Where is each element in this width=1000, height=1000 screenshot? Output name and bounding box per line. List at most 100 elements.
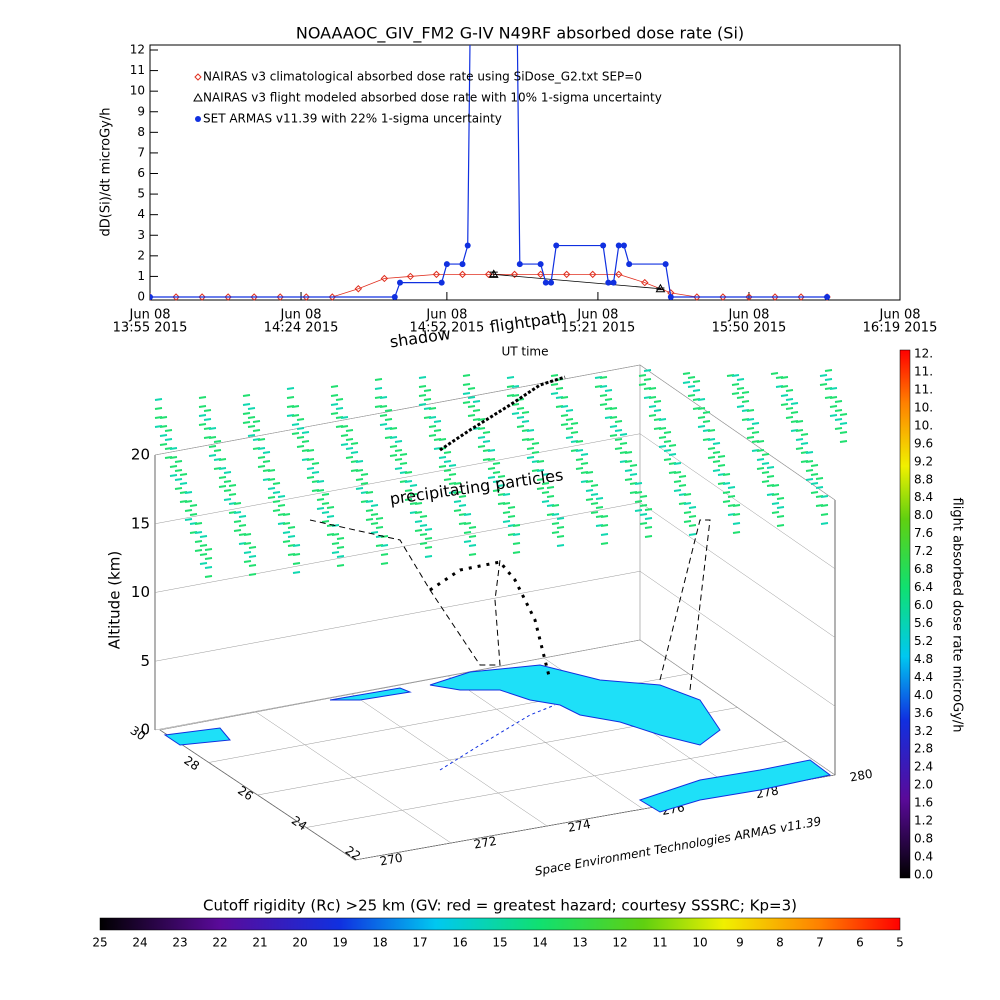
particle <box>668 453 677 456</box>
particle <box>174 469 183 472</box>
particle <box>414 502 423 505</box>
particle <box>448 464 457 467</box>
particle <box>502 493 511 496</box>
particle <box>614 438 623 441</box>
particle <box>511 412 520 415</box>
colorbar-ticks: 0.0 0.4 0.8 1.2 1.6 2.0 2.4 2.8 3.2 3.6 4.0 4.4 4.8 5… <box>92 347 933 950</box>
particle <box>468 535 477 538</box>
particle <box>834 400 843 403</box>
particle <box>536 487 545 490</box>
particle <box>277 504 286 507</box>
point <box>542 279 549 286</box>
particle <box>330 385 339 388</box>
dose-colorbar-tick: 7.6 <box>914 526 933 540</box>
particle <box>428 416 437 419</box>
particle <box>599 385 608 388</box>
particle <box>492 489 501 492</box>
particle <box>678 484 687 487</box>
particle <box>492 480 501 483</box>
particle <box>692 389 701 392</box>
dose-colorbar-tick: 2.4 <box>914 760 933 774</box>
particle <box>761 462 770 465</box>
particle <box>198 414 207 417</box>
particle <box>380 535 389 538</box>
particle <box>712 460 721 463</box>
particle <box>424 555 433 558</box>
particle <box>639 495 648 498</box>
particle <box>590 484 599 487</box>
particle <box>331 533 340 536</box>
particle <box>350 451 359 454</box>
particle <box>683 511 692 514</box>
dose-colorbar-tick: 1.2 <box>914 814 933 828</box>
dose-colorbar-tick: 4.8 <box>914 652 933 666</box>
dose-colorbar <box>899 349 911 879</box>
particle <box>477 445 486 448</box>
particle <box>380 544 389 547</box>
particle <box>663 449 672 452</box>
particle <box>658 445 667 448</box>
particle <box>218 467 227 470</box>
point <box>484 270 493 279</box>
particle <box>746 427 755 430</box>
point <box>438 279 445 286</box>
particle <box>418 376 427 379</box>
particle <box>355 460 364 463</box>
particle <box>839 413 848 416</box>
point <box>250 293 258 301</box>
particle <box>379 414 388 417</box>
y-tick-label: 6 <box>137 166 145 180</box>
error-bar <box>656 287 665 291</box>
dose-colorbar-tick: 10. <box>914 400 933 414</box>
particle <box>189 504 198 507</box>
particle <box>682 381 691 384</box>
dose-colorbar-tick: 9.6 <box>914 436 933 450</box>
particle <box>536 469 545 472</box>
particle <box>531 442 540 445</box>
y-tick-label: 9 <box>137 104 145 118</box>
particle <box>839 431 848 434</box>
point <box>615 242 622 249</box>
particle <box>697 407 706 410</box>
particle <box>247 425 256 428</box>
particle <box>639 504 648 507</box>
particle <box>257 465 266 468</box>
particle <box>272 482 281 485</box>
particle <box>428 425 437 428</box>
particle <box>819 374 828 377</box>
particle <box>184 491 193 494</box>
rigidity-colorbar-tick: 6 <box>856 936 864 950</box>
chart-title: NOAAAOC_GIV_FM2 G-IV N49RF absorbed dose… <box>296 24 744 44</box>
particle <box>512 533 521 536</box>
particle <box>428 434 437 437</box>
particle <box>380 553 389 556</box>
particle <box>634 509 643 512</box>
grid-line <box>447 675 644 810</box>
particle <box>169 447 178 450</box>
particle <box>238 515 247 518</box>
particle <box>541 500 550 503</box>
dose-colorbar-tick: 6.4 <box>914 580 933 594</box>
particle <box>379 396 388 399</box>
particle <box>404 489 413 492</box>
particle <box>248 564 257 567</box>
particle <box>722 473 731 476</box>
point <box>516 261 523 268</box>
rigidity-colorbar-tick: 11 <box>652 936 667 950</box>
particle <box>389 454 398 457</box>
particle <box>292 544 301 547</box>
particle <box>805 451 814 454</box>
particle <box>609 425 618 428</box>
particle <box>394 467 403 470</box>
particle <box>330 412 339 415</box>
particle <box>453 491 462 494</box>
particle <box>551 513 560 516</box>
particle <box>267 478 276 481</box>
x-tick-label: Jun 08 <box>280 308 322 323</box>
point <box>605 279 612 286</box>
particle <box>595 506 604 509</box>
particle <box>600 515 609 518</box>
point <box>510 270 519 279</box>
particle <box>296 427 305 430</box>
particle <box>560 405 569 408</box>
